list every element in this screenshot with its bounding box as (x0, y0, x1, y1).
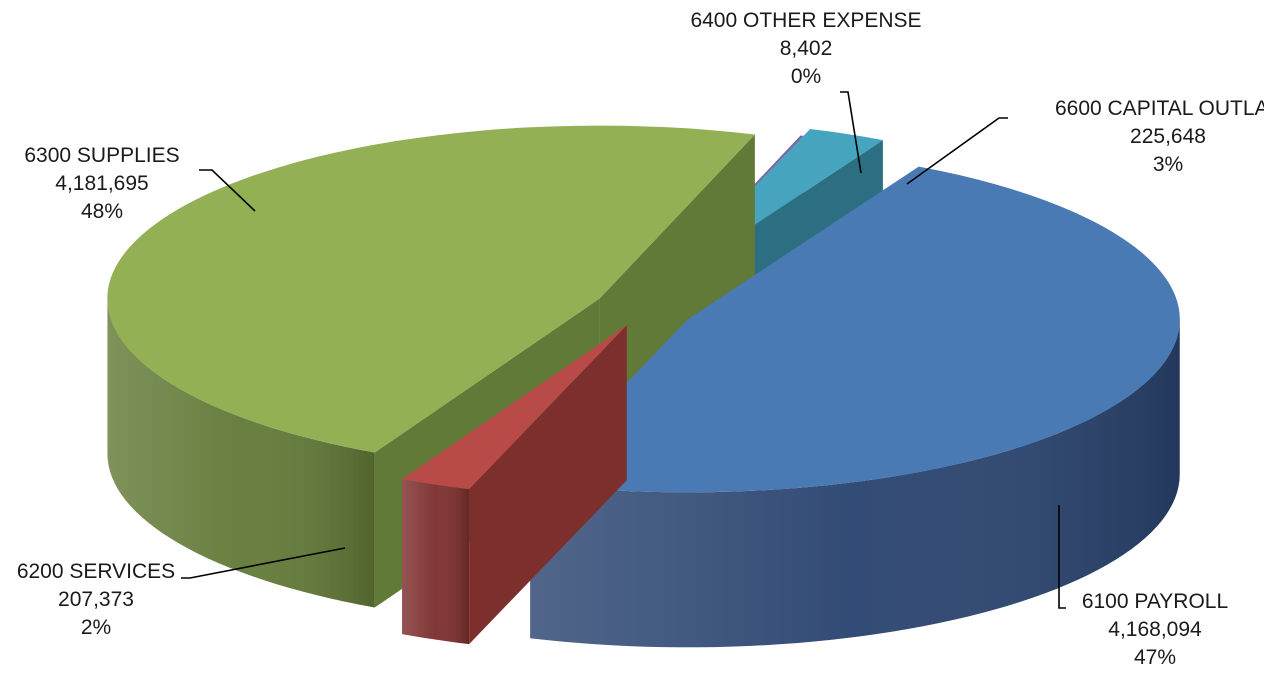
data-label: 6600 CAPITAL OUTLAY 225,648 3% (1055, 97, 1264, 176)
data-label-value: 4,168,094 (1108, 618, 1202, 641)
leader-line (199, 169, 256, 212)
data-label-value: 4,181,695 (55, 172, 148, 195)
slice-top (402, 325, 627, 490)
leader-line (840, 91, 862, 174)
data-label-category: 6600 CAPITAL OUTLAY (1055, 97, 1264, 120)
slice-top (107, 125, 755, 453)
slice-wall (469, 325, 627, 645)
data-label-percent: 48% (81, 200, 123, 223)
data-label-value: 207,373 (58, 588, 134, 611)
data-label-category: 6400 OTHER EXPENSE (690, 9, 921, 32)
data-label: 6300 SUPPLIES 4,181,695 48% (24, 144, 179, 223)
slice-side-shade (402, 479, 470, 645)
data-label: 6200 SERVICES 207,373 2% (17, 560, 175, 639)
slice-side-shade (530, 319, 1180, 648)
data-label-percent: 3% (1153, 153, 1183, 176)
leader-line (181, 547, 346, 579)
leader-lines (181, 91, 1066, 609)
slice-6100-payroll (530, 166, 1180, 648)
data-label-percent: 2% (81, 616, 111, 639)
leader-line (906, 117, 1008, 185)
slice-side-shade (107, 298, 375, 608)
data-label-category: 6300 SUPPLIES (24, 144, 179, 167)
slices-layer (107, 125, 1180, 648)
data-label-category: 6200 SERVICES (17, 560, 175, 583)
leader-line (1058, 505, 1066, 609)
data-label-value: 225,648 (1130, 125, 1206, 148)
slice-top (530, 166, 1180, 493)
slice-6200-services (402, 325, 627, 645)
data-label-percent: 47% (1134, 646, 1176, 669)
data-label-value: 8,402 (780, 37, 833, 60)
data-label: 6100 PAYROLL 4,168,094 47% (1082, 590, 1228, 669)
data-label: 6400 OTHER EXPENSE 8,402 0% (690, 9, 921, 88)
data-label-percent: 0% (791, 65, 821, 88)
data-labels: 6100 PAYROLL 4,168,094 47% 6200 SERVICES 207… (17, 9, 1264, 669)
data-label-category: 6100 PAYROLL (1082, 590, 1228, 613)
